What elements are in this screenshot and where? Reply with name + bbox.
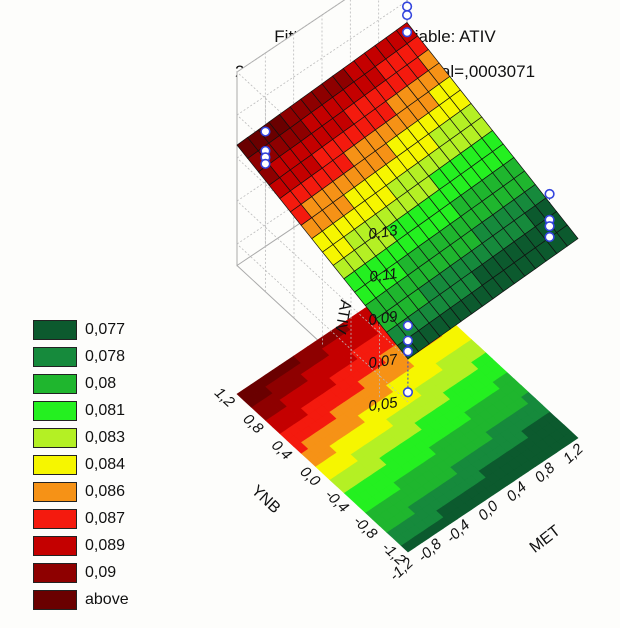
z-tick-label: 0,11: [368, 265, 398, 286]
legend-item: above: [33, 586, 163, 613]
contour-floor: [236, 279, 579, 553]
z-tick-label: 0,05: [367, 394, 399, 415]
legend-label: 0,084: [85, 455, 126, 473]
observed-point: [401, 27, 413, 38]
observed-point: [402, 335, 414, 346]
legend-item: 0,086: [33, 478, 163, 505]
legend-swatch: [33, 508, 77, 529]
legend-item: 0,081: [33, 397, 163, 424]
legend-swatch: [33, 562, 77, 583]
legend-item: 0,089: [33, 532, 163, 559]
observed-point: [544, 231, 555, 243]
legend-label: above: [85, 590, 129, 608]
surface-cell: [556, 224, 579, 247]
legend-item: 0,083: [33, 424, 163, 451]
z-tick-label: 0,07: [367, 351, 399, 372]
legend-item: 0,084: [33, 451, 163, 478]
observed-point: [402, 387, 414, 398]
y-axis-label: YNB: [248, 482, 284, 517]
legend-swatch: [33, 427, 77, 448]
legend-item: 0,09: [33, 559, 163, 586]
legend-swatch: [33, 535, 77, 556]
legend-swatch: [33, 319, 77, 340]
legend-label: 0,077: [85, 320, 126, 338]
legend-swatch: [33, 346, 77, 367]
legend-swatch: [33, 589, 77, 610]
observed-points: [260, 1, 555, 398]
observed-point: [402, 320, 414, 331]
observed-point: [260, 126, 271, 137]
legend-swatch: [33, 373, 77, 394]
observed-point: [402, 346, 414, 357]
legend-swatch: [33, 454, 77, 475]
y-tick-label: 1,2: [211, 384, 238, 411]
fitted-surface: [236, 22, 579, 360]
z-tick-label: 0,13: [367, 222, 399, 243]
legend-label: 0,087: [85, 509, 126, 527]
legend-label: 0,08: [85, 374, 117, 392]
legend-label: 0,078: [85, 347, 126, 365]
z-tick-label: 0,09: [367, 308, 399, 329]
legend-swatch: [33, 400, 77, 421]
legend-label: 0,089: [85, 536, 126, 554]
legend-label: 0,09: [85, 563, 117, 581]
x-axis-label: MET: [527, 522, 564, 556]
observed-point: [544, 221, 555, 232]
observed-point: [260, 158, 271, 169]
legend-swatch: [33, 481, 77, 502]
observed-point: [401, 9, 413, 21]
legend-item: 0,078: [33, 343, 163, 370]
z-axis-label: ATIV: [331, 298, 354, 335]
legend-label: 0,086: [85, 482, 126, 500]
legend-item: 0,087: [33, 505, 163, 532]
legend-item: 0,08: [33, 370, 163, 397]
observed-point: [544, 188, 555, 200]
legend-item: 0,077: [33, 316, 163, 343]
legend-label: 0,081: [85, 401, 126, 419]
observed-point: [401, 1, 413, 12]
legend-label: 0,083: [85, 428, 126, 446]
color-legend: 0,077 0,078 0,08 0,081 0,083 0,084 0,086 0,087 0…: [33, 316, 163, 613]
